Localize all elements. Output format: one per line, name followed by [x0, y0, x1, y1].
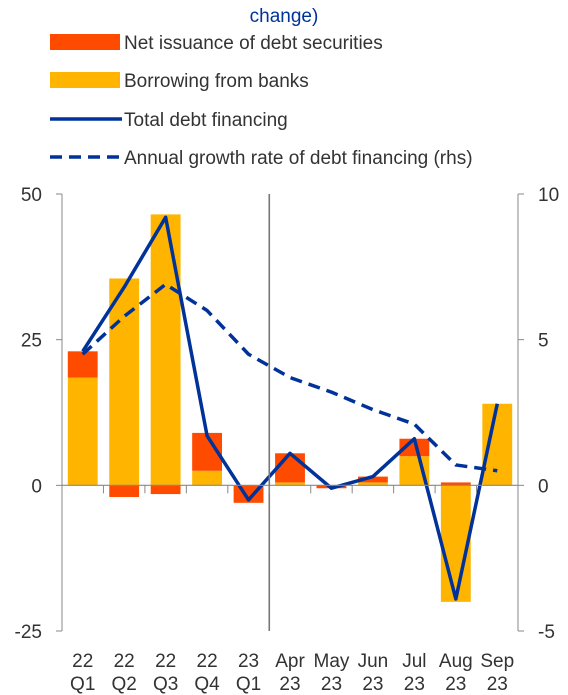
line-annual-growth-rate	[81, 282, 498, 473]
x-tick-label-5-top: Apr	[275, 651, 305, 672]
bar-bank-borrowing-1	[109, 278, 140, 486]
bar-net-issuance-9	[440, 482, 471, 486]
chart-title-fragment: change)	[250, 6, 319, 27]
legend-label-bank-borrowing: Borrowing from banks	[124, 71, 309, 92]
x-tick-label-9-bottom: 23	[445, 674, 466, 695]
bar-bank-borrowing-2	[150, 214, 181, 486]
bar-net-issuance-2	[150, 485, 181, 495]
x-tick-label-8-bottom: 23	[404, 674, 425, 695]
legend-label-growth-rate: Annual growth rate of debt financing (rh…	[124, 148, 473, 169]
right-tick-label-0: 10	[538, 185, 559, 206]
plot-area	[67, 214, 513, 602]
bar-net-issuance-8	[399, 438, 430, 457]
x-tick-label-4-bottom: Q1	[236, 674, 261, 695]
right-tick-label-1: 5	[538, 331, 549, 352]
x-tick-label-3-bottom: Q4	[194, 674, 220, 695]
lines-group	[81, 215, 499, 601]
x-tick-label-2-bottom: Q3	[153, 674, 178, 695]
x-tick-label-8-top: Jul	[402, 651, 426, 672]
x-tick-label-10-bottom: 23	[487, 674, 508, 695]
bar-bank-borrowing-5	[275, 482, 305, 486]
bar-bank-borrowing-9	[440, 485, 471, 602]
legend-swatch-bank-borrowing	[50, 72, 120, 88]
x-tick-label-6-bottom: 23	[321, 674, 342, 695]
legend-label-total-debt: Total debt financing	[124, 110, 288, 131]
x-tick-label-9-top: Aug	[439, 651, 473, 672]
left-tick-label-0: 50	[21, 185, 42, 206]
left-tick-label-3: -25	[15, 622, 42, 643]
x-tick-label-7-top: Jun	[358, 651, 389, 672]
x-tick-label-0-top: 22	[72, 651, 93, 672]
x-tick-label-2-top: 22	[155, 651, 176, 672]
left-tick-label-1: 25	[21, 331, 42, 352]
bar-net-issuance-0	[67, 351, 98, 378]
left-tick-label-2: 0	[31, 476, 42, 497]
x-axis-ticks: 22Q122Q222Q322Q423Q1Apr23May23Jun23Jul23…	[70, 651, 514, 695]
x-tick-label-1-bottom: Q2	[112, 674, 137, 695]
legend-swatch-net-issuance	[50, 34, 120, 50]
x-tick-label-6-top: May	[314, 651, 350, 672]
line-total-debt-financing	[81, 215, 499, 601]
bar-bank-borrowing-7	[357, 482, 388, 486]
x-tick-label-0-bottom: Q1	[70, 674, 95, 695]
x-tick-label-10-top: Sep	[480, 651, 514, 672]
right-tick-label-3: -5	[538, 622, 555, 643]
x-tick-label-3-top: 22	[197, 651, 218, 672]
bar-net-issuance-1	[109, 485, 140, 497]
bar-bank-borrowing-3	[192, 470, 223, 486]
x-tick-label-7-bottom: 23	[362, 674, 383, 695]
chart-legend: Net issuance of debt securities Borrowing…	[50, 33, 473, 169]
x-tick-label-5-bottom: 23	[279, 674, 300, 695]
axes-group	[61, 194, 519, 631]
legend-label-net-issuance: Net issuance of debt securities	[124, 33, 383, 54]
bar-net-issuance-5	[275, 453, 305, 483]
bar-bank-borrowing-0	[67, 377, 98, 486]
right-tick-label-2: 0	[538, 476, 549, 497]
bars-group	[67, 214, 513, 602]
x-tick-label-1-top: 22	[114, 651, 135, 672]
bar-net-issuance-7	[357, 476, 388, 483]
left-axis-ticks: 50 25 0 -25	[15, 185, 62, 643]
right-axis-ticks: 10 5 0 -5	[518, 185, 559, 643]
x-tick-label-4-top: 23	[238, 651, 259, 672]
